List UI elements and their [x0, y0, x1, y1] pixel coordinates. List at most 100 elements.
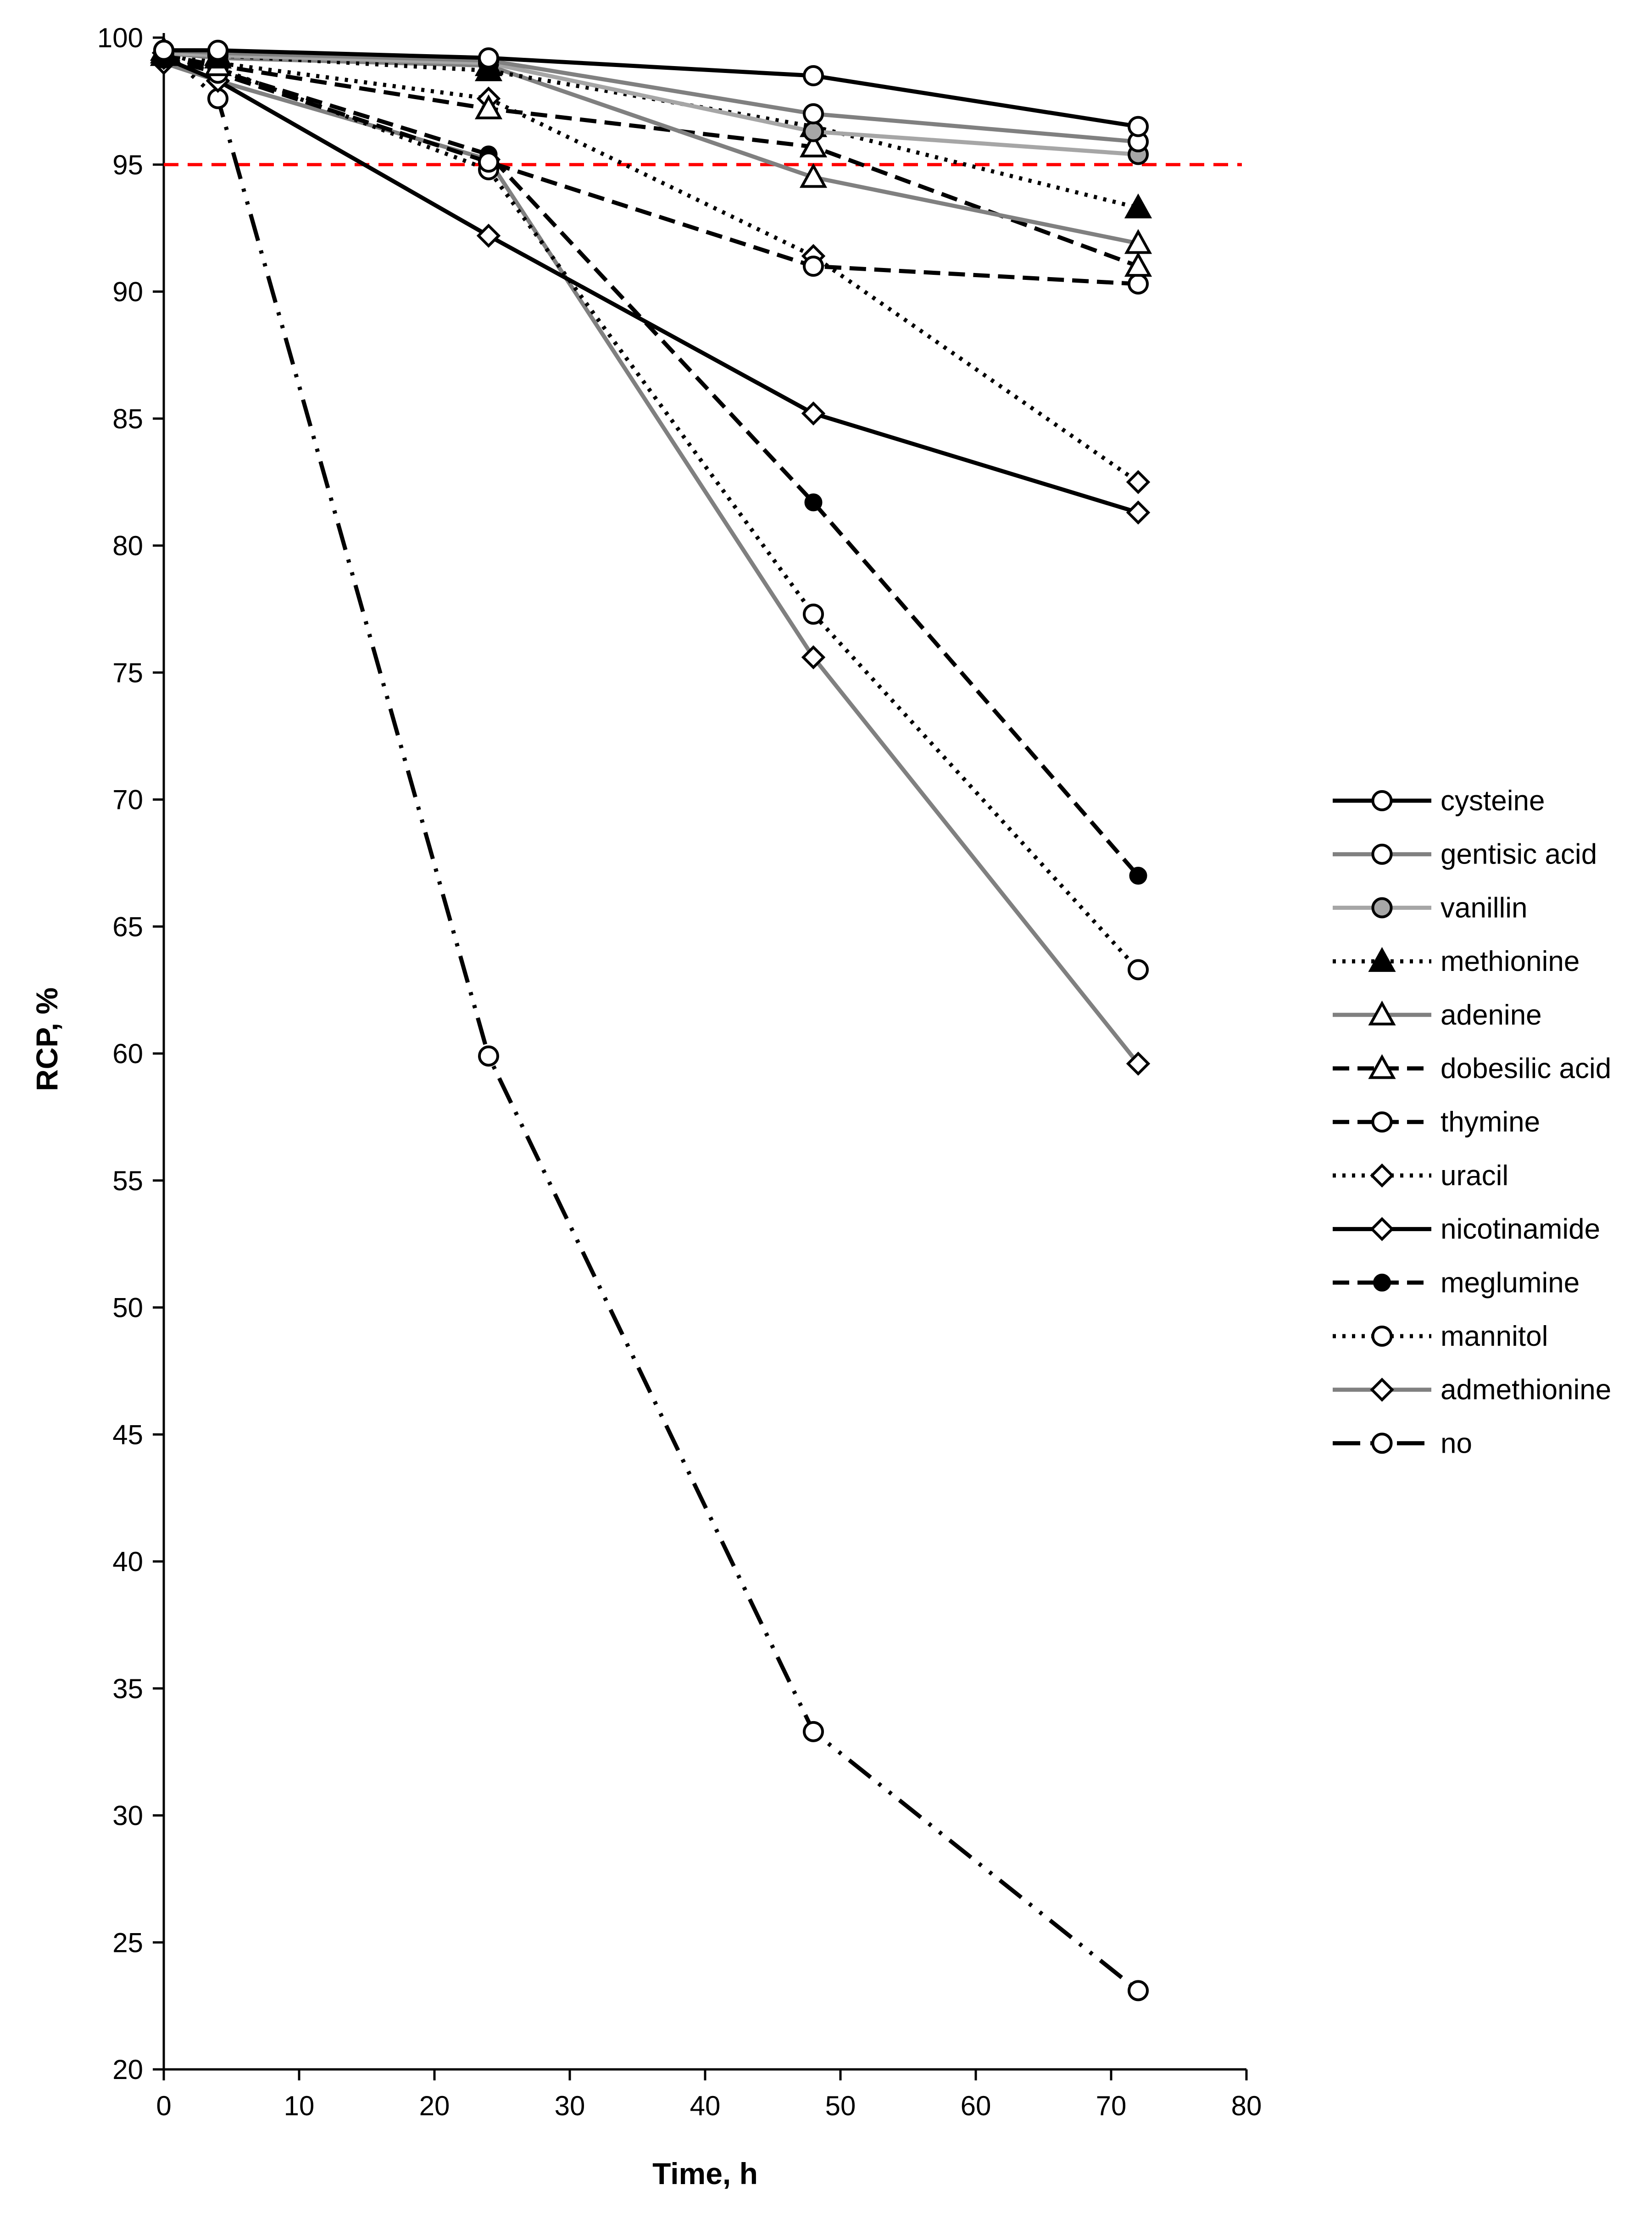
data-point-meglumine: [1129, 867, 1147, 885]
data-point-nicotinamide: [476, 223, 501, 248]
data-point-thymine: [803, 256, 824, 277]
x-tick-label: 40: [690, 2090, 721, 2121]
y-tick-label: 65: [112, 911, 143, 942]
x-tick-label: 70: [1096, 2090, 1127, 2121]
data-point-vanillin: [803, 121, 824, 142]
data-point-cysteine: [1128, 116, 1149, 137]
data-point-thymine: [1128, 273, 1149, 295]
legend-entry-nicotinamide: nicotinamide: [1333, 1214, 1600, 1245]
data-point-admethionine: [1126, 1051, 1151, 1076]
legend-swatch-marker: [1370, 1377, 1394, 1402]
legend-label: mannitol: [1441, 1321, 1548, 1352]
x-tick-label: 50: [825, 2090, 856, 2121]
data-point-cysteine: [207, 39, 228, 61]
data-point-adenine: [799, 163, 828, 188]
data-point-nicotinamide: [801, 401, 826, 426]
legend-label: methionine: [1441, 946, 1580, 977]
data-point-cysteine: [803, 65, 824, 87]
legend-swatch-marker: [1371, 790, 1393, 811]
series-cysteine: [153, 39, 1149, 137]
axis-ticks: 0 10 20 30 40 50 60 70 80 20 25 30 35 40 45 50 55 60 65 70 7…: [97, 22, 1262, 2121]
legend-label: uracil: [1441, 1160, 1508, 1192]
legend-swatch-marker: [1371, 1111, 1393, 1133]
legend-label: vanillin: [1441, 892, 1528, 924]
legend-swatch-marker: [1368, 1054, 1396, 1079]
legend-swatch-marker: [1368, 1000, 1396, 1026]
x-tick-label: 10: [284, 2090, 315, 2121]
legend-swatch-marker: [1370, 1163, 1394, 1188]
legend-label: nicotinamide: [1441, 1214, 1600, 1245]
legend-entry-dobesilic-acid: dobesilic acid: [1333, 1053, 1611, 1085]
y-tick-label: 25: [112, 1927, 143, 1958]
data-point-cysteine: [478, 47, 499, 69]
x-tick-label: 80: [1231, 2090, 1262, 2121]
y-tick-label: 95: [112, 150, 143, 180]
y-tick-label: 90: [112, 277, 143, 307]
legend-label: no: [1441, 1427, 1472, 1459]
x-tick-label: 60: [961, 2090, 991, 2121]
legend-entry-no: no: [1333, 1427, 1472, 1459]
series-line-thymine: [163, 56, 1139, 286]
legend-entry-admethionine: admethionine: [1333, 1374, 1611, 1406]
data-point-nicotinamide: [1126, 500, 1151, 525]
legend-label: thymine: [1441, 1106, 1540, 1138]
legend-swatch-marker: [1371, 1326, 1393, 1347]
data-point-no: [803, 1721, 824, 1742]
data-point-gentisic-acid: [803, 103, 824, 125]
legend-swatch-marker: [1370, 1217, 1394, 1241]
series-group: [150, 36, 1152, 2001]
legend-entry-meglumine: meglumine: [1333, 1267, 1580, 1299]
legend-entry-gentisic-acid: gentisic acid: [1333, 839, 1597, 870]
y-tick-label: 75: [112, 658, 143, 688]
legend-swatch-marker: [1371, 897, 1393, 919]
x-tick-label: 30: [555, 2090, 585, 2121]
legend-entry-vanillin: vanillin: [1333, 892, 1528, 924]
y-tick-label: 20: [112, 2054, 143, 2085]
legend-swatch-marker: [1373, 1273, 1391, 1292]
data-point-mannitol: [1128, 959, 1149, 981]
legend-label: meglumine: [1441, 1267, 1580, 1299]
y-tick-label: 80: [112, 530, 143, 561]
data-point-admethionine: [801, 645, 826, 669]
data-point-no: [1128, 1980, 1149, 2001]
legend-entry-methionine: methionine: [1333, 946, 1580, 977]
data-point-no: [478, 1045, 499, 1067]
legend-entry-adenine: adenine: [1333, 999, 1542, 1031]
x-tick-label: 20: [419, 2090, 450, 2121]
legend-entry-cysteine: cysteine: [1333, 785, 1545, 817]
legend-entry-uracil: uracil: [1333, 1160, 1508, 1192]
data-point-uracil: [1126, 470, 1151, 494]
data-point-dobesilic-acid: [474, 94, 503, 119]
y-tick-label: 60: [112, 1038, 143, 1069]
y-tick-label: 45: [112, 1419, 143, 1450]
y-axis-title: RCP, %: [30, 987, 64, 1091]
y-tick-label: 35: [112, 1673, 143, 1704]
data-point-methionine: [1124, 193, 1152, 218]
data-point-cysteine: [153, 39, 174, 61]
y-tick-label: 100: [97, 22, 143, 53]
y-tick-label: 55: [112, 1165, 143, 1196]
series-line-meglumine: [163, 53, 1140, 877]
y-tick-label: 85: [112, 403, 143, 434]
legend-entry-thymine: thymine: [1333, 1106, 1540, 1138]
legend-label: dobesilic acid: [1441, 1053, 1611, 1085]
legend-label: cysteine: [1441, 785, 1545, 817]
legend-swatch-marker: [1368, 947, 1396, 972]
legend-label: gentisic acid: [1441, 839, 1597, 870]
x-axis-title: Time, h: [652, 2157, 758, 2191]
legend-label: admethionine: [1441, 1374, 1611, 1406]
y-tick-label: 30: [112, 1801, 143, 1831]
x-tick-label: 0: [156, 2090, 171, 2121]
data-point-thymine: [478, 151, 499, 173]
legend-swatch-marker: [1371, 1433, 1393, 1454]
data-point-dobesilic-acid: [1124, 251, 1152, 277]
y-tick-label: 40: [112, 1546, 143, 1577]
data-point-mannitol: [803, 603, 824, 625]
legend-label: adenine: [1441, 999, 1542, 1031]
legend-entry-mannitol: mannitol: [1333, 1321, 1548, 1352]
legend-swatch-marker: [1371, 843, 1393, 865]
data-point-dobesilic-acid: [799, 132, 828, 158]
y-tick-label: 50: [112, 1293, 143, 1323]
